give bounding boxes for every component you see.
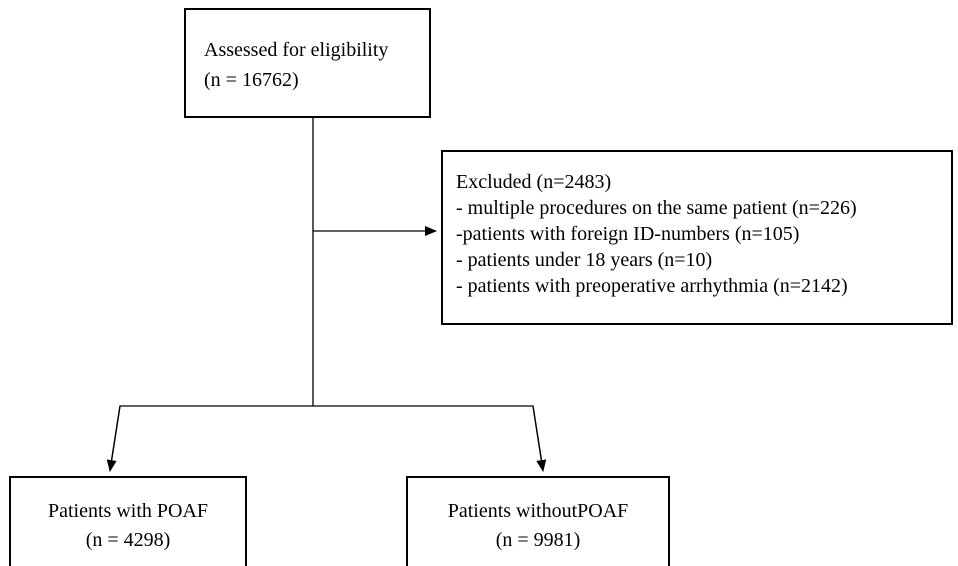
node-item: - patients under 18 years (n=10) [456, 249, 712, 271]
box-excluded [441, 150, 953, 325]
node-label: Patients withoutPOAF [448, 500, 629, 522]
node-item: - multiple procedures on the same patien… [456, 197, 857, 219]
arrow [106, 405, 121, 472]
node-label: Patients with POAF [48, 500, 208, 522]
connector [109, 405, 544, 471]
box-assessed [184, 8, 431, 118]
node-label: Assessed for eligibility [204, 39, 388, 61]
node-item: -patients with foreign ID-numbers (n=105… [456, 223, 799, 245]
node-label: Excluded (n=2483) [456, 171, 611, 193]
box-no-poaf [406, 476, 670, 566]
node-count: (n = 16762) [204, 69, 299, 91]
arrow [532, 405, 547, 472]
node-count: (n = 4298) [86, 529, 171, 551]
node-count: (n = 9981) [496, 529, 581, 551]
box-poaf [9, 476, 247, 566]
node-item: - patients with preoperative arrhythmia … [456, 275, 848, 297]
